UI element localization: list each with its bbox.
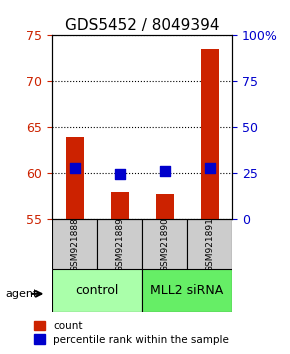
Bar xyxy=(201,49,219,219)
Legend: count, percentile rank within the sample: count, percentile rank within the sample xyxy=(34,321,229,344)
FancyBboxPatch shape xyxy=(97,219,142,269)
Point xyxy=(207,165,212,171)
Text: GSM921889: GSM921889 xyxy=(115,217,124,272)
FancyBboxPatch shape xyxy=(142,269,232,312)
Text: GSM921888: GSM921888 xyxy=(70,217,79,272)
Text: control: control xyxy=(75,284,119,297)
Point xyxy=(117,172,122,177)
FancyBboxPatch shape xyxy=(52,219,97,269)
Text: agent: agent xyxy=(6,289,38,299)
FancyBboxPatch shape xyxy=(187,219,232,269)
FancyBboxPatch shape xyxy=(52,269,142,312)
Bar xyxy=(110,192,129,219)
Text: MLL2 siRNA: MLL2 siRNA xyxy=(151,284,224,297)
Point xyxy=(72,165,77,171)
Bar xyxy=(155,194,173,219)
Bar xyxy=(66,137,84,219)
FancyBboxPatch shape xyxy=(142,219,187,269)
Text: GSM921890: GSM921890 xyxy=(160,217,169,272)
Title: GDS5452 / 8049394: GDS5452 / 8049394 xyxy=(65,18,219,33)
Text: GSM921891: GSM921891 xyxy=(205,217,214,272)
Point xyxy=(162,168,167,173)
